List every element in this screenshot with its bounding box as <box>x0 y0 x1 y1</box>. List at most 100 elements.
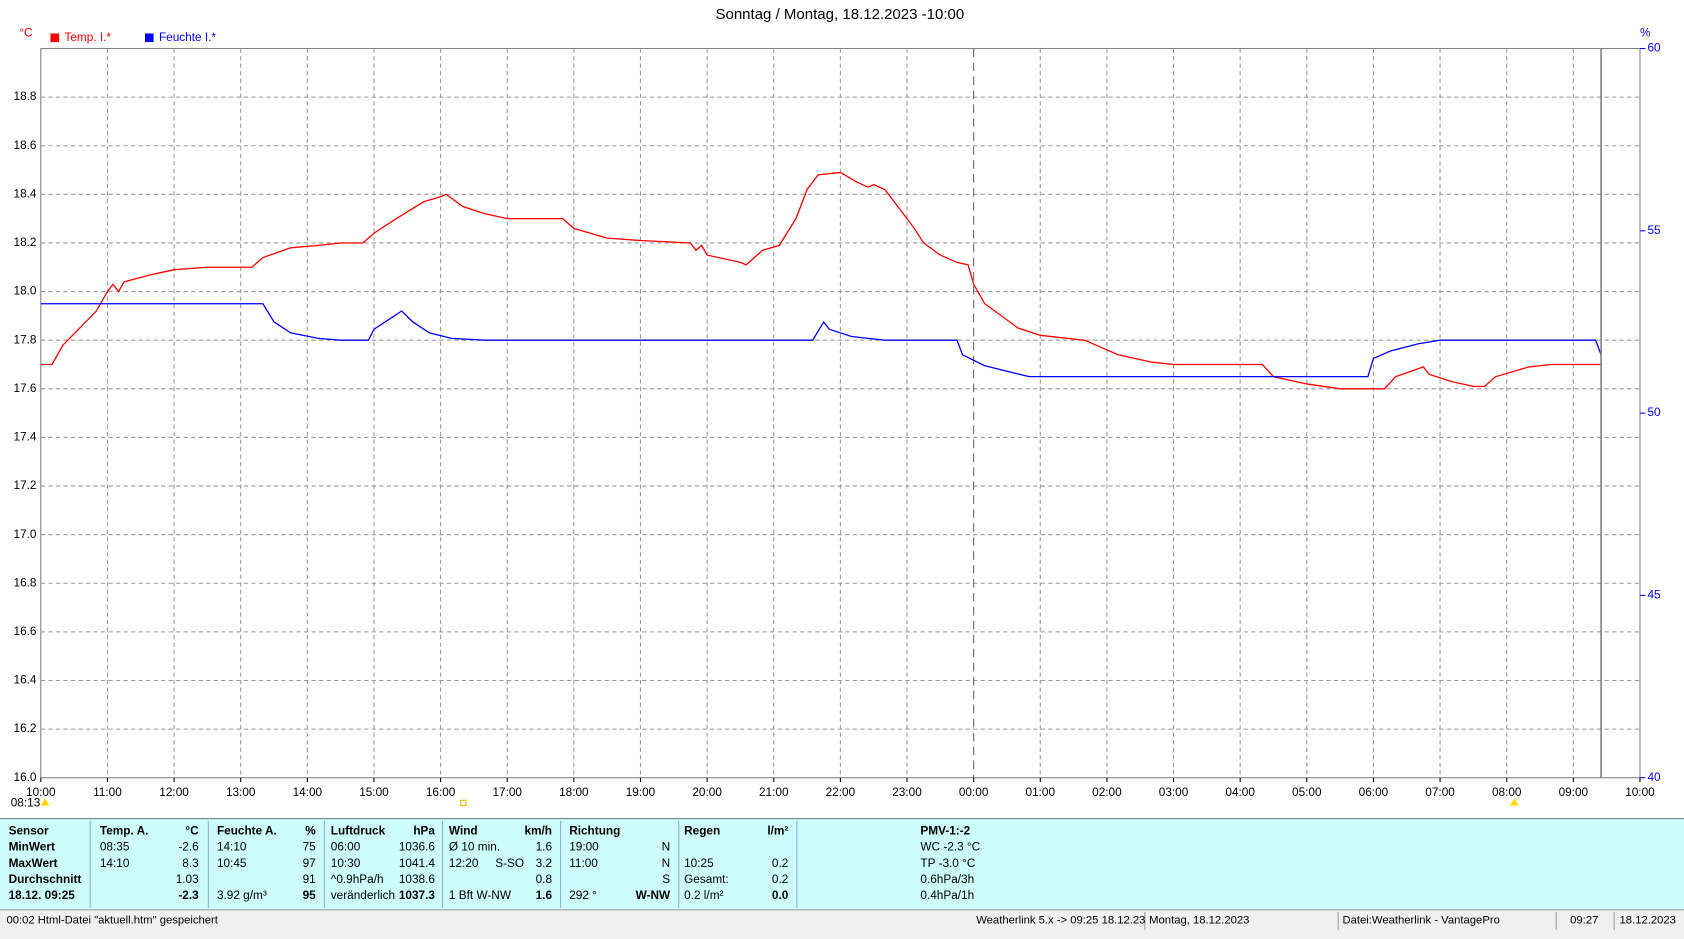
table-cell: 1041.4 <box>399 856 436 870</box>
table-cell: 08:35 <box>100 840 130 854</box>
table-header: Richtung <box>569 824 620 838</box>
table-cell: 18.12. 09:25 <box>9 888 76 902</box>
table-cell: veränderlich <box>331 888 395 902</box>
y2-tick-label: 50 <box>1647 405 1661 419</box>
y2-tick-label: 60 <box>1647 41 1661 55</box>
x-tick-label: 20:00 <box>692 785 722 799</box>
table-cell: 14:10 <box>217 840 247 854</box>
table-cell: -2.6 <box>178 840 199 854</box>
table-cell: 0.6hPa/3h <box>920 872 974 886</box>
x-tick-label: 16:00 <box>426 785 456 799</box>
table-cell: Ø 10 min. <box>449 840 500 854</box>
table-cell: 1037.3 <box>399 888 436 902</box>
y-tick-label: 17.8 <box>14 332 37 346</box>
y-tick-label: 18.0 <box>14 284 37 298</box>
y-tick-label: 16.4 <box>14 673 37 687</box>
table-header: % <box>305 824 316 838</box>
y-tick-label: 16.0 <box>14 770 37 784</box>
y2-axis-label: % <box>1640 26 1651 40</box>
status-text: Weatherlink 5.x -> 09:25 18.12.23 <box>976 915 1145 927</box>
x-tick-label: 10:00 <box>26 785 56 799</box>
x-tick-label: 12:00 <box>159 785 189 799</box>
status-text: 18.12.2023 <box>1620 915 1676 927</box>
table-cell: 1038.6 <box>399 872 436 886</box>
x-tick-label: 11:00 <box>93 785 122 799</box>
legend-label: Feuchte I.* <box>159 30 216 44</box>
y2-tick-label: 40 <box>1647 770 1661 784</box>
table-cell: 11:00 <box>569 856 598 870</box>
x-tick-label: 06:00 <box>1359 785 1389 799</box>
table-header: Temp. A. <box>100 824 148 838</box>
table-cell: N <box>662 856 671 870</box>
x-tick-label: 04:00 <box>1225 785 1255 799</box>
x-tick-label: 19:00 <box>626 785 656 799</box>
y-tick-label: 17.0 <box>14 527 37 541</box>
y-tick-label: 18.8 <box>14 89 37 103</box>
table-cell: 75 <box>303 840 317 854</box>
y-tick-label: 16.8 <box>14 575 37 589</box>
table-cell: Gesamt: <box>684 872 729 886</box>
table-cell: 0.4hPa/1h <box>920 888 974 902</box>
table-cell: MaxWert <box>9 856 58 870</box>
table-cell: 0.2 l/m² <box>684 888 723 902</box>
x-tick-label: 18:00 <box>559 785 589 799</box>
status-bar <box>0 909 1684 939</box>
y2-tick-label: 55 <box>1647 223 1661 237</box>
table-cell: 0.8 <box>536 872 553 886</box>
y-tick-label: 16.6 <box>14 624 37 638</box>
x-tick-label: 22:00 <box>826 785 856 799</box>
table-header: Sensor <box>9 824 49 838</box>
status-text: Datei:Weatherlink - VantagePro <box>1342 915 1499 927</box>
table-cell: S <box>662 872 670 886</box>
y-tick-label: 18.6 <box>14 138 37 152</box>
legend-swatch <box>144 33 154 43</box>
table-header: l/m² <box>767 824 788 838</box>
status-text: Montag, 18.12.2023 <box>1149 915 1249 927</box>
table-cell: 8.3 <box>182 856 199 870</box>
table-cell: 1.03 <box>176 872 199 886</box>
x-tick-label: 05:00 <box>1292 785 1322 799</box>
table-header: °C <box>185 824 199 838</box>
table-header: Wind <box>449 824 478 838</box>
x-tick-label: 21:00 <box>759 785 789 799</box>
x-tick-label: 01:00 <box>1026 785 1056 799</box>
table-cell: WC -2.3 °C <box>920 840 980 854</box>
x-tick-label: 13:00 <box>226 785 256 799</box>
x-tick-label: 23:00 <box>892 785 922 799</box>
y-tick-label: 17.2 <box>14 478 37 492</box>
table-cell: MinWert <box>9 840 55 854</box>
x-tick-label: 00:00 <box>959 785 989 799</box>
table-cell: 0.2 <box>772 872 788 886</box>
table-cell: 10:30 <box>331 856 361 870</box>
table-cell: ^0.9hPa/h <box>331 872 384 886</box>
legend-swatch <box>50 33 60 43</box>
table-cell: -2.3 <box>178 888 199 902</box>
table-cell: 97 <box>303 856 316 870</box>
table-cell: 1 Bft W-NW <box>449 888 512 902</box>
table-cell: TP -3.0 °C <box>920 856 975 870</box>
y2-tick-label: 45 <box>1647 588 1661 602</box>
x-tick-label: 10:00 <box>1625 785 1655 799</box>
table-header: Feuchte A. <box>217 824 277 838</box>
table-cell: 10:25 <box>684 856 714 870</box>
x-tick-label: 07:00 <box>1425 785 1455 799</box>
status-text: 00:02 Html-Datei "aktuell.htm" gespeiche… <box>6 915 218 927</box>
table-cell: 91 <box>303 872 316 886</box>
y-tick-label: 16.2 <box>14 721 37 735</box>
table-cell: W-NW <box>636 888 671 902</box>
table-header: Luftdruck <box>331 824 386 838</box>
table-cell: 06:00 <box>331 840 361 854</box>
x-tick-label: 15:00 <box>359 785 389 799</box>
x-tick-label: 08:00 <box>1492 785 1522 799</box>
status-text: 09:27 <box>1570 915 1598 927</box>
table-cell: 95 <box>303 888 317 902</box>
table-header: km/h <box>524 824 552 838</box>
table-cell: S-SO <box>495 856 524 870</box>
y-tick-label: 18.4 <box>14 186 37 200</box>
table-cell: 12:20 <box>449 856 479 870</box>
series-line <box>40 171 1602 390</box>
table-cell: 1036.6 <box>399 840 436 854</box>
x-annotation: 08:13 <box>11 796 41 810</box>
